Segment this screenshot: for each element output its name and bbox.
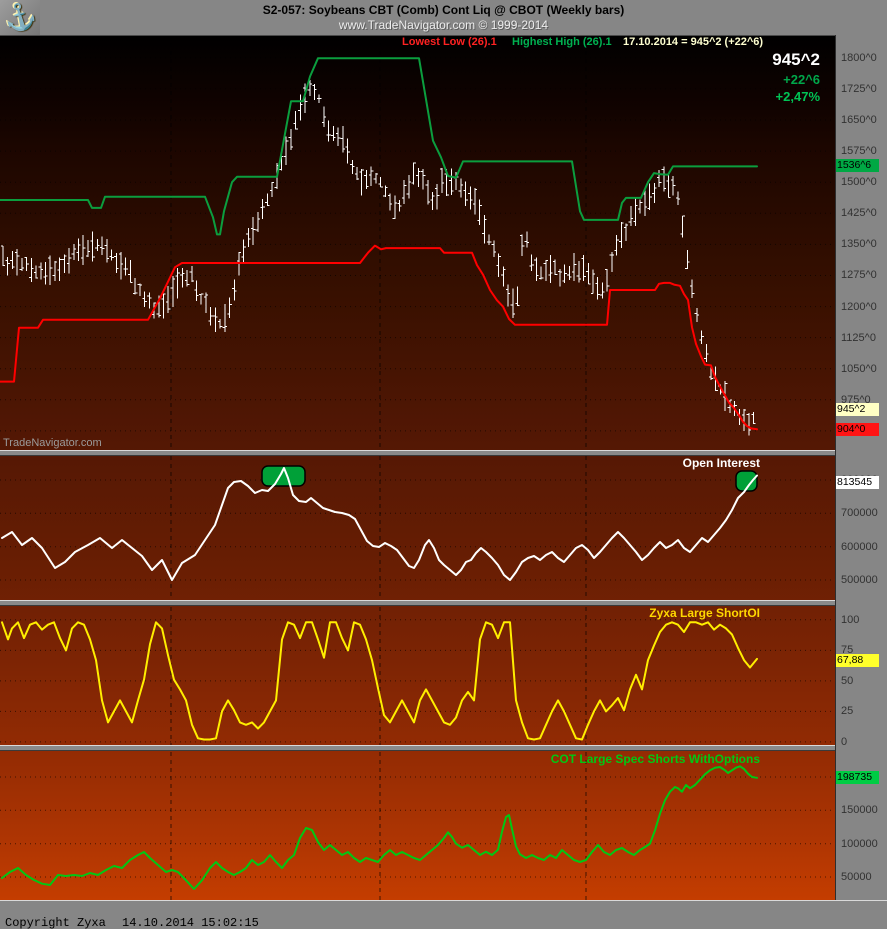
y-axis-label: 0 <box>841 736 848 748</box>
legend-highest-high: Highest High (26).1 <box>512 36 612 48</box>
status-bar: 2012 2013 2014 <box>0 900 887 929</box>
current-value-box: 198735 <box>836 771 879 784</box>
y-axis-label: 1800^0 <box>841 52 877 64</box>
watermark: TradeNavigator.com <box>3 437 102 449</box>
y-axis-label: 1725^0 <box>841 83 877 95</box>
page-title: S2-057: Soybeans CBT (Comb) Cont Liq @ C… <box>262 3 625 17</box>
y-axis-label: 150000 <box>841 804 878 816</box>
y-axis-label: 100000 <box>841 838 878 850</box>
y-axis-label: 1050^0 <box>841 363 877 375</box>
y-axis-label: 700000 <box>841 507 878 519</box>
current-value-box: 1536^6 <box>836 159 879 172</box>
timestamp-text: 14.10.2014 15:02:15 <box>122 916 259 929</box>
y-axis-label: 50000 <box>841 871 872 883</box>
marker-highlight <box>735 470 758 492</box>
legend-date-value: 17.10.2014 = 945^2 (+22^6) <box>623 36 764 48</box>
current-value-box: 904^0 <box>836 423 879 436</box>
y-axis-label: 100 <box>841 614 860 626</box>
current-value-box: 67,88 <box>836 654 879 667</box>
y-axis-label: 1200^0 <box>841 301 877 313</box>
panel-title-zyxa-short-oi: Zyxa Large ShortOI <box>649 606 760 620</box>
y-axis-label: 1125^0 <box>841 332 876 344</box>
lowest-low-line <box>0 244 758 431</box>
panel-separator[interactable] <box>0 600 836 606</box>
y-axis-label: 25 <box>841 705 854 717</box>
highest-high-line <box>0 57 758 236</box>
chart-header: ⚓ S2-057: Soybeans CBT (Comb) Cont Liq @… <box>0 0 887 36</box>
quote-last-price: 945^2 <box>772 50 820 69</box>
open-interest-line <box>1 467 758 581</box>
chart-canvas[interactable] <box>0 35 887 900</box>
copyright-text: Copyright Zyxa <box>5 916 106 929</box>
y-axis-label: 75 <box>841 644 854 656</box>
y-axis-label: 500000 <box>841 574 878 586</box>
page-subtitle: www.TradeNavigator.com © 1999-2014 <box>338 18 549 32</box>
price-bars <box>0 80 756 436</box>
y-axis-label: 1575^0 <box>841 145 877 157</box>
current-value-box: 813545 <box>836 476 879 489</box>
y-axis-label: 600000 <box>841 541 878 553</box>
quote-change: +22^6 <box>783 72 820 87</box>
price-axis-strip[interactable] <box>835 35 887 900</box>
y-axis-label: 50 <box>841 675 854 687</box>
current-value-box: 945^2 <box>836 403 879 416</box>
app-logo: ⚓ <box>0 0 40 35</box>
panel-title-open-interest: Open Interest <box>682 456 760 470</box>
marker-highlight <box>261 465 306 487</box>
panel-separator[interactable] <box>0 450 836 456</box>
y-axis-label: 1425^0 <box>841 207 877 219</box>
cot-shorts-line <box>1 765 758 890</box>
quote-change-percent: +2,47% <box>775 89 820 104</box>
y-axis-label: 1350^0 <box>841 238 877 250</box>
y-axis-label: 1275^0 <box>841 269 877 281</box>
y-axis-label: 1650^0 <box>841 114 877 126</box>
legend-lowest-low: Lowest Low (26).1 <box>402 36 497 48</box>
panel-separator[interactable] <box>0 745 836 751</box>
zyxa-short-oi-line <box>1 621 758 741</box>
panel-title-cot-shorts: COT Large Spec Shorts WithOptions <box>550 752 760 766</box>
y-axis-label: 1500^0 <box>841 176 877 188</box>
chart-background <box>0 35 835 900</box>
